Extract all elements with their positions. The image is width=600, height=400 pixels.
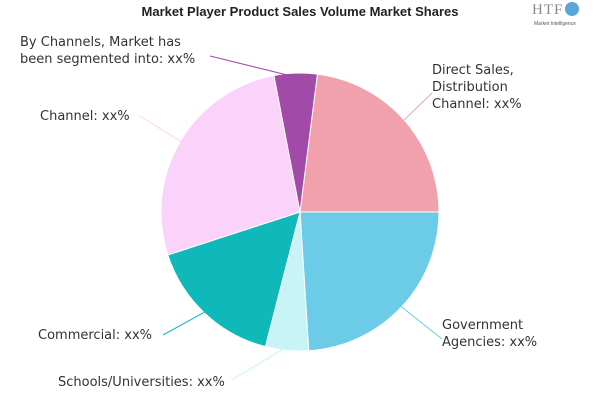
pie-slice	[167, 211, 301, 348]
pie-slice	[273, 72, 318, 213]
leader-line	[209, 55, 296, 78]
logo-text: HTF	[532, 2, 564, 18]
logo-subtext: Market Intelligence	[534, 21, 576, 27]
chart-title: Market Player Product Sales Volume Marke…	[141, 4, 459, 19]
leader-line	[231, 345, 288, 381]
slice-label: Government Agencies: xx%	[442, 318, 537, 350]
leader-line	[400, 92, 433, 124]
slice-label: Commercial: xx%	[38, 328, 152, 343]
pie-slice	[299, 73, 440, 213]
globe-icon	[565, 2, 579, 16]
slice-label: Direct Sales, Distribution Channel: xx%	[432, 63, 522, 112]
slice-label: By Channels, Market has been segmented in…	[20, 35, 195, 67]
htf-logo: HTF Market Intelligence	[528, 0, 598, 30]
pie-slice	[299, 211, 440, 352]
leader-line	[139, 115, 185, 144]
leader-line	[398, 304, 443, 340]
slice-label: Schools/Universities: xx%	[58, 375, 225, 390]
leader-line	[162, 309, 208, 336]
slice-label: Channel: xx%	[40, 109, 130, 124]
